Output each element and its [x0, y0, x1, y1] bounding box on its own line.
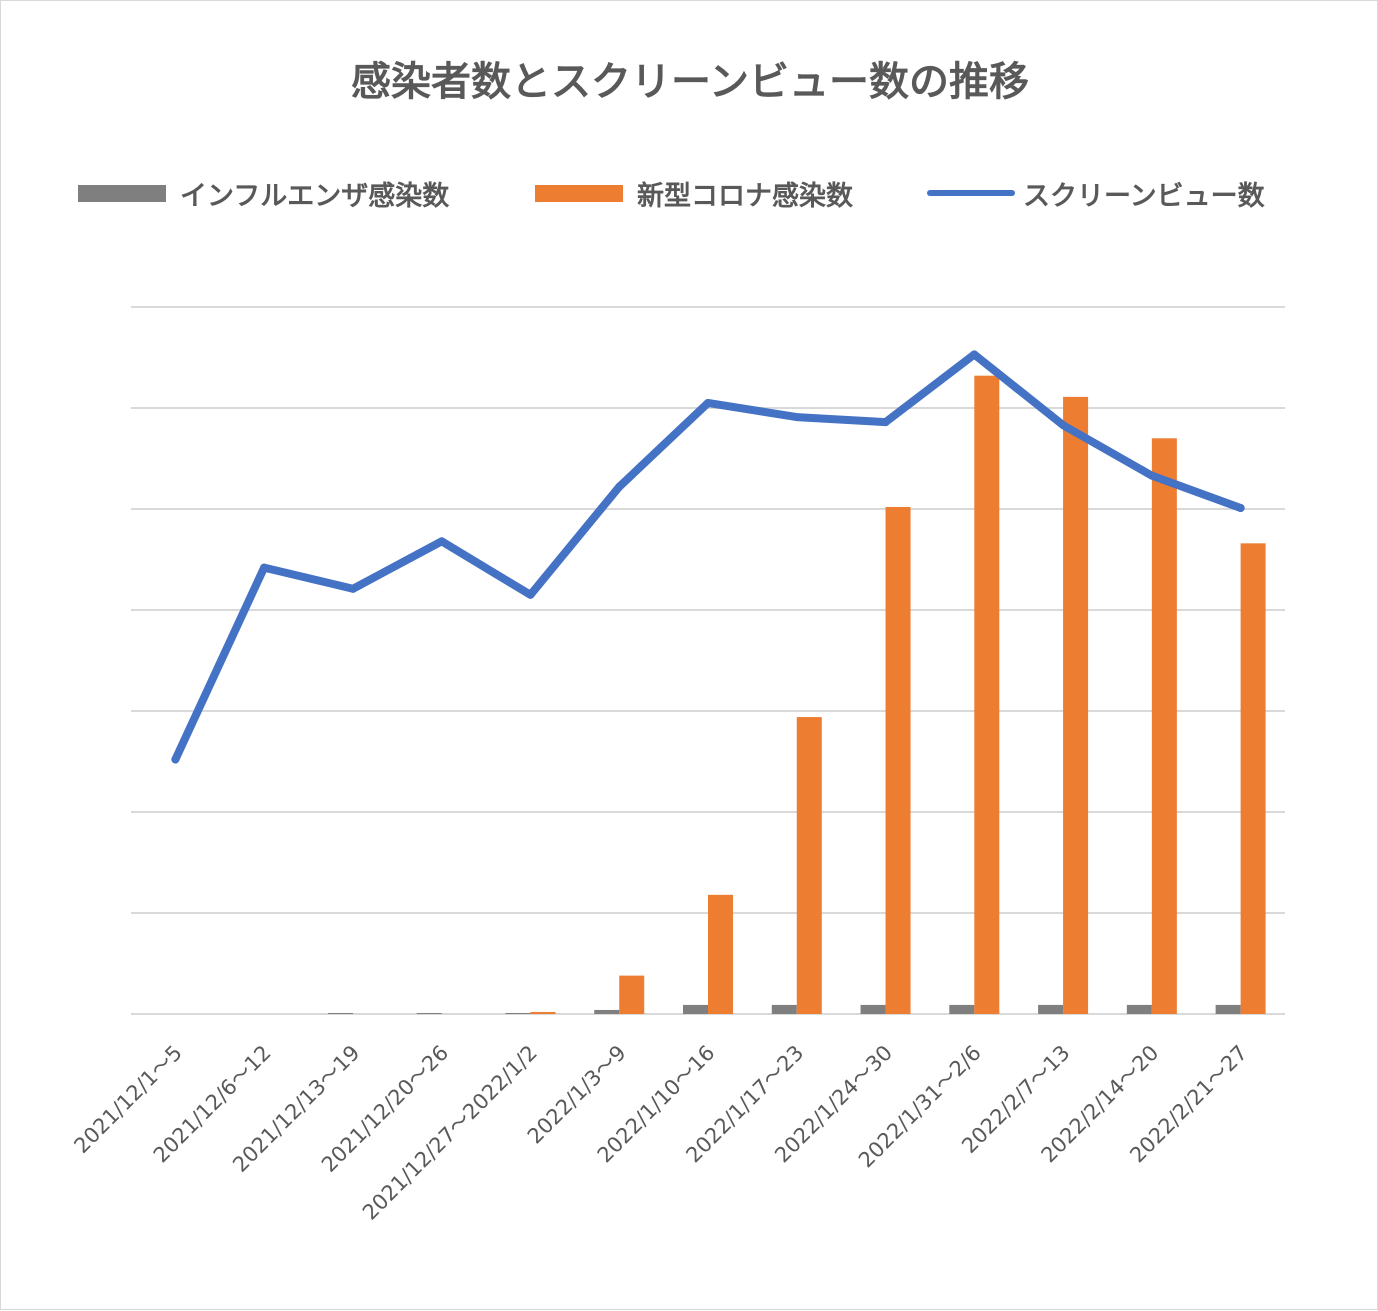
bar-influenza — [594, 1009, 620, 1014]
screen-views-point — [1236, 503, 1245, 512]
bar-influenza — [949, 1004, 975, 1014]
bar-covid — [530, 1011, 556, 1014]
legend-label-influenza: インフルエンザ感染数 — [180, 180, 450, 212]
legend-item-influenza: インフルエンザ感染数 — [78, 171, 449, 215]
bar-influenza — [1038, 1004, 1064, 1014]
bar-covid — [796, 717, 822, 1014]
screen-views-point — [881, 418, 890, 427]
screen-views-point — [171, 755, 180, 764]
x-tick-label: 2021/12/27～2022/1/2 — [358, 1041, 542, 1225]
legend-swatch-influenza — [78, 184, 166, 202]
x-axis-labels: 2021/12/1～52021/12/6～122021/12/13～192021… — [70, 1041, 1253, 1225]
legend-label-screen-views: スクリーンビュー数 — [1023, 180, 1265, 212]
legend-item-screen-views: スクリーンビュー数 — [927, 171, 1265, 215]
bar-covid — [708, 894, 733, 1014]
bar-influenza — [860, 1004, 886, 1014]
bar-influenza — [683, 1004, 708, 1014]
gridlines — [131, 306, 1285, 1015]
bar-influenza — [1126, 1004, 1152, 1014]
legend: インフルエンザ感染数 新型コロナ感染数 スクリーンビュー数 — [1, 171, 1378, 215]
screen-views-point — [260, 563, 269, 572]
screen-views-point — [615, 482, 624, 491]
screen-views-point — [437, 537, 446, 546]
legend-item-covid: 新型コロナ感染数 — [535, 171, 853, 215]
screen-views-point — [704, 398, 712, 407]
bar-influenza — [771, 1004, 797, 1014]
screen-views-point — [1059, 421, 1068, 430]
screen-views-point — [792, 413, 801, 422]
bars — [327, 375, 1266, 1014]
bar-covid — [1063, 396, 1089, 1014]
bar-influenza — [1215, 1004, 1241, 1014]
screen-views-point — [1147, 471, 1156, 480]
bar-covid — [1240, 543, 1266, 1014]
legend-label-covid: 新型コロナ感染数 — [637, 180, 853, 212]
bar-influenza — [505, 1012, 531, 1014]
screen-views-line-layer — [171, 350, 1245, 764]
bar-covid — [619, 975, 645, 1014]
legend-swatch-screen-views — [927, 190, 1015, 196]
screen-views-point — [526, 590, 535, 599]
chart-title: 感染者数とスクリーンビュー数の推移 — [351, 59, 1029, 105]
screen-views-point — [348, 584, 357, 593]
bar-covid — [885, 506, 911, 1014]
bar-covid — [1151, 438, 1177, 1014]
bar-influenza — [327, 1012, 353, 1014]
legend-swatch-covid — [535, 184, 623, 202]
bar-covid — [974, 375, 1000, 1014]
screen-views-point — [970, 350, 979, 359]
bar-influenza — [416, 1012, 442, 1014]
